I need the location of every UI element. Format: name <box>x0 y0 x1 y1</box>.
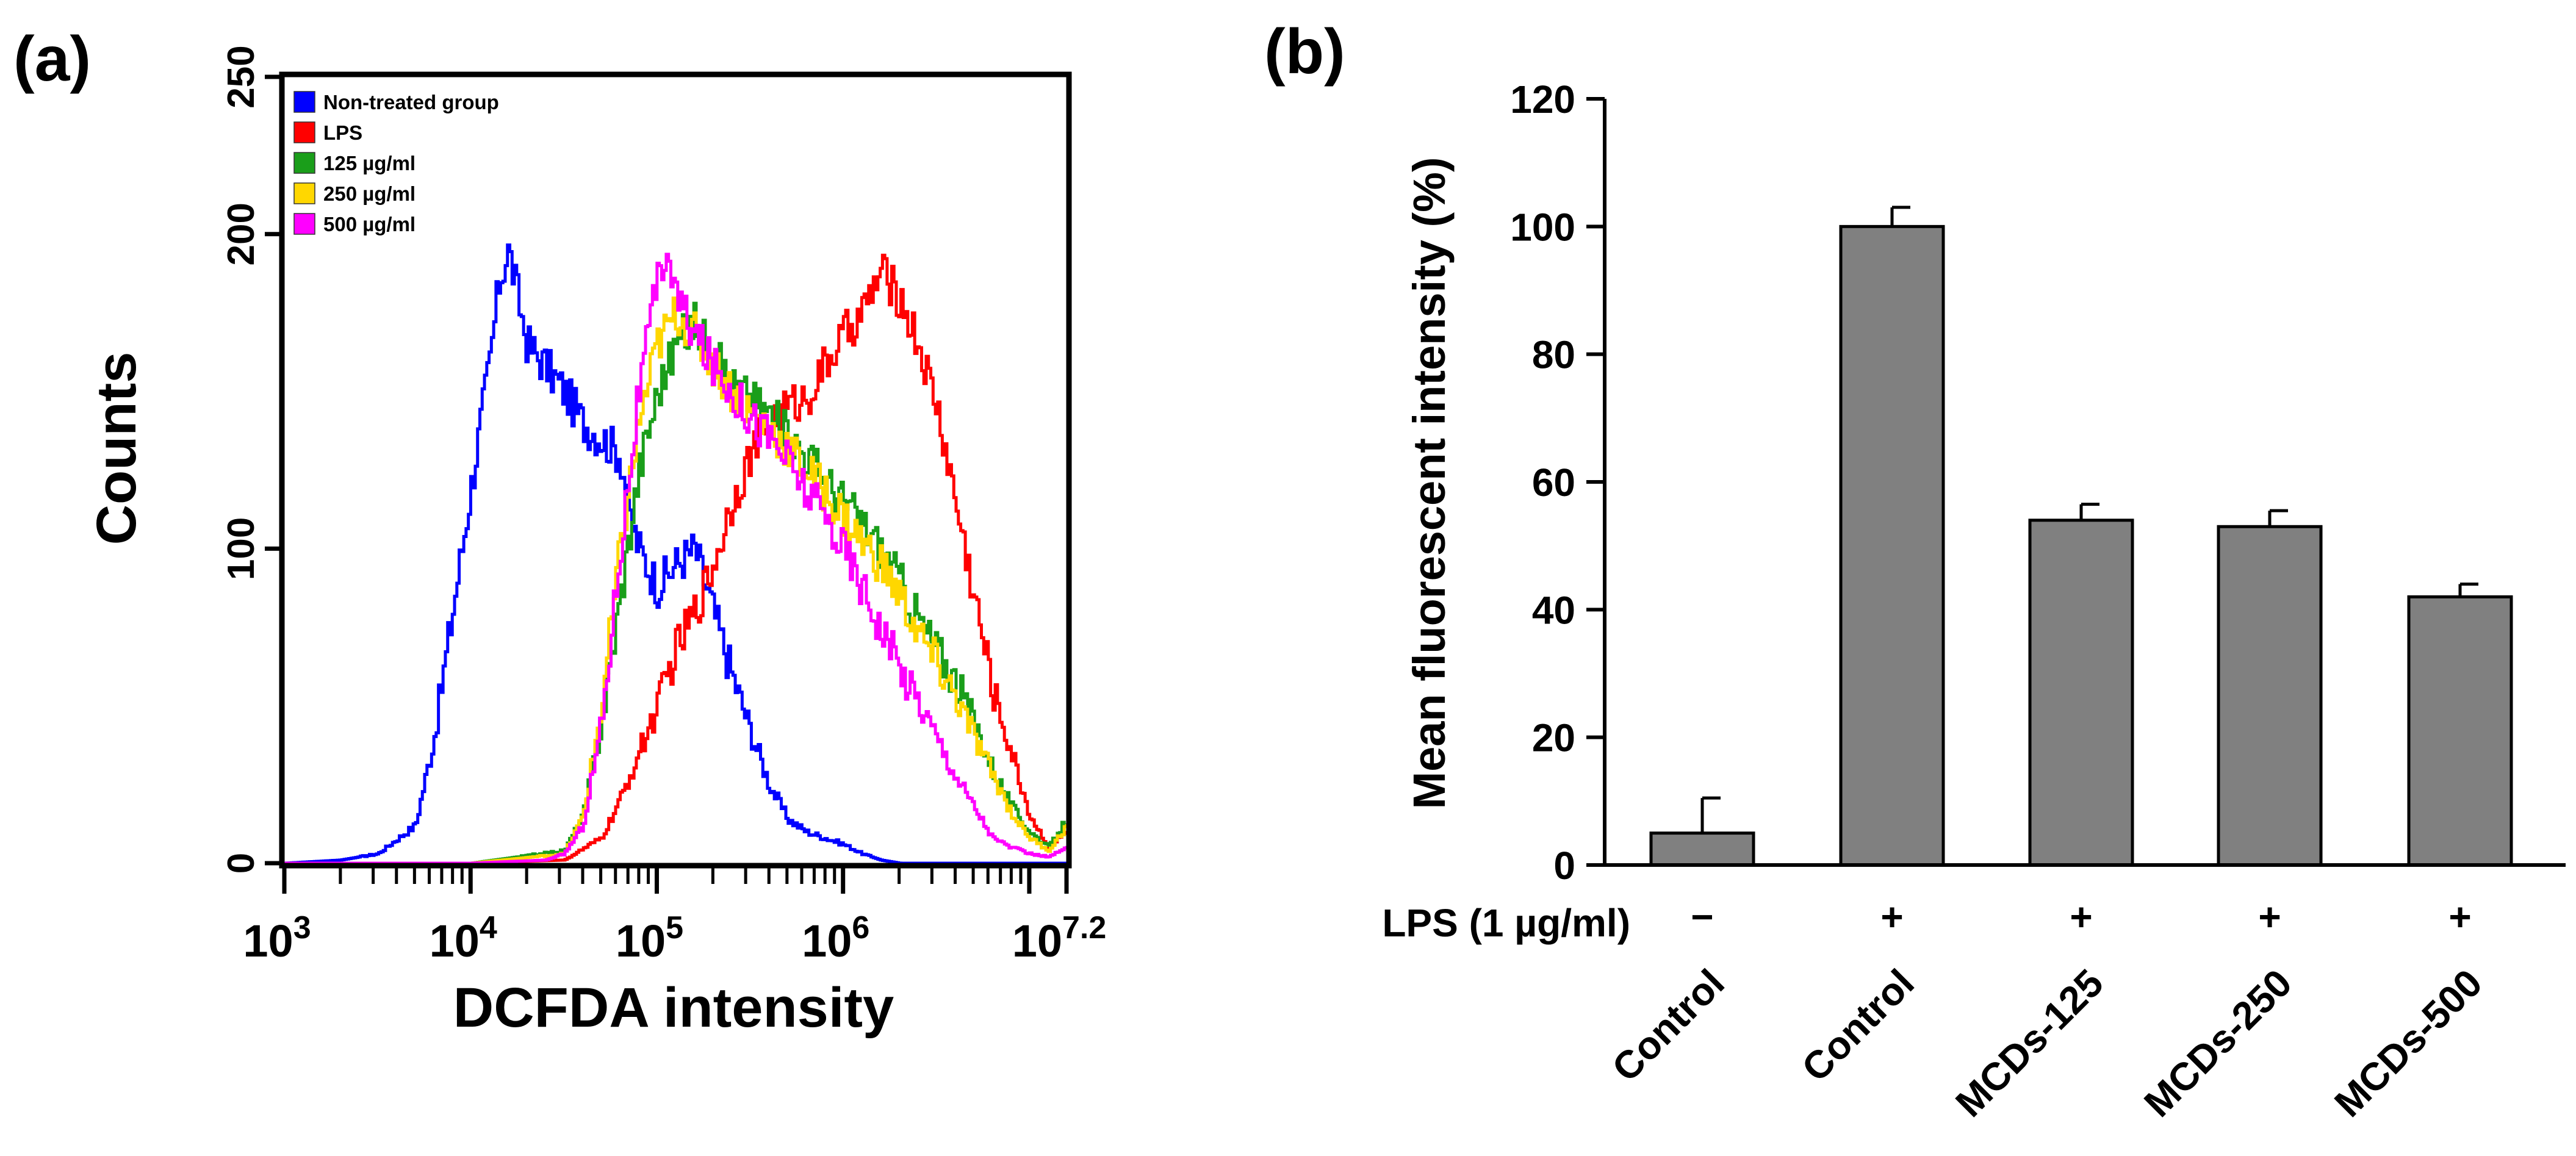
legend-entry: Non-treated group <box>323 91 499 113</box>
x-axis-title-a: DCFDA intensity <box>453 977 894 1039</box>
y-tick-label-b: 60 <box>1532 461 1575 504</box>
category-label: MCDs-125 <box>1947 961 2112 1125</box>
y-tick-label-b: 0 <box>1553 844 1575 888</box>
category-labels: Control Control MCDs-125 MCDs-250 MCDs-500 <box>1603 961 2491 1125</box>
plot-frame-a <box>279 71 1072 869</box>
category-label: Control <box>1793 961 1923 1090</box>
bar <box>2217 525 2323 867</box>
series-line <box>284 301 1068 865</box>
x-tick-label-a: 107.2 <box>1012 910 1107 966</box>
y-axis-title-b: Mean fluorescent intensity (%) <box>1404 157 1455 809</box>
y-tick-label-b: 40 <box>1532 588 1575 632</box>
lps-sign: − <box>1691 895 1713 939</box>
legend-entry: LPS <box>323 121 362 144</box>
bar <box>1839 224 1945 867</box>
bar <box>2028 519 2134 867</box>
x-tick-label-a: 106 <box>802 910 869 966</box>
lps-sign: + <box>2070 895 2092 939</box>
legend-a: Non-treated group LPS 125 µg/ml 250 µg/ml 50… <box>293 91 499 235</box>
y-tick-label-a: 250 <box>220 45 262 108</box>
legend-swatch <box>293 152 315 174</box>
legend-swatch <box>293 121 315 143</box>
bars <box>1649 206 2513 867</box>
bar <box>1649 831 1755 867</box>
histogram-series <box>284 243 1068 865</box>
y-axis-title-a: Counts <box>85 352 148 545</box>
panel-b-label: (b) <box>1264 16 1345 87</box>
y-tick-label-b: 100 <box>1510 205 1575 249</box>
y-tick-label-a: 0 <box>220 853 262 874</box>
x-tick-label-a: 103 <box>243 910 311 966</box>
lps-row-label: LPS (1 µg/ml) <box>1382 901 1630 945</box>
lps-sign: + <box>1880 895 1903 939</box>
panel-a-label: (a) <box>13 24 91 95</box>
y-tick-label-b: 120 <box>1510 77 1575 121</box>
series-line <box>284 243 1067 865</box>
legend-entry: 250 µg/ml <box>323 182 416 205</box>
y-axis-b: 0 20 40 60 80 100 120 <box>1510 77 1606 888</box>
x-tick-label-a: 105 <box>616 910 683 966</box>
y-axis-ticks-a: 0 100 200 250 <box>220 45 284 874</box>
category-label: MCDs-250 <box>2135 961 2300 1125</box>
category-label: Control <box>1603 961 1733 1090</box>
lps-signs: − + + + + <box>1691 895 2471 939</box>
y-tick-label-b: 80 <box>1532 333 1575 377</box>
legend-swatch <box>293 91 315 113</box>
panel-b-bar-chart: (b) Mean fluorescent intensity (%) 0 20 40… <box>1264 16 2566 1125</box>
lps-sign: + <box>2448 895 2471 939</box>
y-tick-label-a: 100 <box>220 517 262 580</box>
legend-entry: 500 µg/ml <box>323 213 416 235</box>
panel-a-histogram: (a) Counts DCFDA intensity 0 100 200 250 10… <box>13 24 1106 1039</box>
x-axis-ticks-a: 103 104 105 106 107.2 <box>243 863 1106 966</box>
lps-sign: + <box>2258 895 2281 939</box>
y-tick-label-b: 20 <box>1532 716 1575 760</box>
legend-swatch <box>293 213 315 235</box>
y-tick-label-a: 200 <box>220 203 262 265</box>
category-label: MCDs-500 <box>2326 961 2491 1125</box>
series-line <box>284 253 1068 865</box>
bar <box>2407 595 2513 867</box>
series-line <box>284 296 1068 865</box>
legend-swatch <box>293 182 315 204</box>
x-tick-label-a: 104 <box>430 910 497 966</box>
legend-entry: 125 µg/ml <box>323 152 416 174</box>
